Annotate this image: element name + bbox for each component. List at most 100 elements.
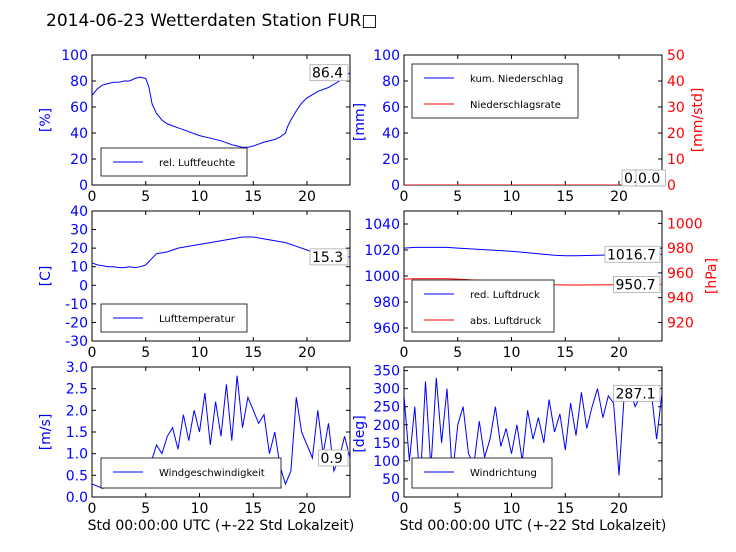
page-title: 2014-06-23 Wetterdaten Station FUR□ (46, 11, 377, 31)
y-tick-label-right: 10 (667, 152, 685, 168)
y-tick-label: 10 (70, 260, 88, 276)
panel-frame (403, 366, 663, 498)
series-line-wind_direction-0 (404, 377, 662, 487)
x-tick-label: 15 (556, 189, 574, 205)
x-tick-label: 5 (453, 189, 462, 205)
y-tick-label-right: 920 (667, 315, 694, 331)
legend-entry: kum. Niederschlag (470, 74, 563, 85)
x-tick-label: 20 (610, 345, 628, 361)
y-tick-label: 1.5 (66, 425, 88, 441)
x-tick-label: 5 (141, 501, 150, 517)
panel-frame (91, 210, 351, 342)
value-box (635, 169, 666, 187)
x-tick-label: 15 (244, 501, 262, 517)
y-tick-label: 60 (70, 100, 88, 116)
x-tick-label: 20 (298, 501, 316, 517)
y-tick-label: 40 (70, 126, 88, 142)
x-tick-label: 0 (400, 345, 409, 361)
value-box-text: 86.4 (312, 66, 343, 82)
y-tick-label: 1040 (364, 217, 400, 233)
x-tick-label: 20 (610, 501, 628, 517)
value-box-text: 0.0 (638, 171, 660, 187)
y-axis-label: [deg] (352, 415, 368, 452)
y-tick-label: 40 (382, 126, 400, 142)
x-tick-label: 20 (610, 189, 628, 205)
y-tick-label-right: 30 (667, 100, 685, 116)
y-tick-label-right: 940 (667, 291, 694, 307)
y-tick-label: 0 (391, 178, 400, 194)
x-tick-label: 15 (244, 345, 262, 361)
y-tick-label: 0.5 (66, 468, 88, 484)
x-tick-label: 0 (88, 345, 97, 361)
x-tick-label: 15 (244, 189, 262, 205)
y-tick-label: 0 (79, 178, 88, 194)
x-tick-label: 5 (453, 501, 462, 517)
y-tick-label: 20 (70, 152, 88, 168)
y-tick-label-right: 980 (667, 241, 694, 257)
y-tick-label: 250 (373, 400, 400, 416)
y-tick-label-right: 960 (667, 266, 694, 282)
panel-pressure: 0 5 10 15 20 960 980 1000 1020 1040 920 940 960 980 10… (364, 210, 720, 361)
x-tick-label: 5 (141, 345, 150, 361)
legend-entry: rel. Luftfeuchte (159, 158, 235, 169)
legend-box (100, 457, 282, 489)
y-tick-label: 80 (382, 74, 400, 90)
panel-precipitation: 0 5 10 15 20 0 20 40 60 80 100 0 10 20 30 40 50 [mm] [mm/s… (352, 48, 706, 205)
value-box-text: 15.3 (312, 250, 343, 266)
x-axis-label: Std 00:00:00 UTC (+-22 Std Lokalzeit) (400, 518, 667, 534)
y-tick-label: 40 (70, 204, 88, 220)
x-tick-label: 0 (400, 501, 409, 517)
y-tick-label: 20 (70, 241, 88, 257)
x-tick-label: 10 (191, 189, 209, 205)
legend-entry: Windrichtung (470, 468, 537, 479)
y-tick-label: 100 (373, 48, 400, 64)
y-tick-label: 20 (382, 152, 400, 168)
y-axis-label: [m/s] (38, 414, 54, 451)
panel-frame (91, 54, 351, 186)
value-box (613, 276, 661, 293)
y-tick-label: 0 (79, 278, 88, 294)
y-axis-label: [C] (38, 266, 54, 287)
y-tick-label-right: 40 (667, 74, 685, 90)
value-box (309, 64, 349, 82)
y-axis-label-right: [mm/std] (690, 88, 706, 153)
y-tick-label: 100 (61, 48, 88, 64)
x-tick-label: 10 (191, 501, 209, 517)
y-tick-label: 960 (373, 321, 400, 337)
x-tick-label: 15 (556, 345, 574, 361)
x-tick-label: 10 (503, 345, 521, 361)
y-tick-label: 60 (382, 100, 400, 116)
panel-temperature: 0 5 10 15 20 -30 -20 -10 0 10 20 30 40 [C] 15.3 Lufttem… (38, 204, 351, 361)
y-tick-label: 0.0 (66, 490, 88, 506)
x-tick-label: 10 (191, 345, 209, 361)
y-tick-label: 3.0 (66, 360, 88, 376)
y-tick-label: 80 (70, 74, 88, 90)
y-tick-label-right: 0 (667, 178, 676, 194)
y-tick-label: 100 (373, 454, 400, 470)
value-box-text: 0.9 (321, 451, 343, 467)
y-tick-label-right: 20 (667, 126, 685, 142)
legend-entry: abs. Luftdruck (470, 316, 541, 327)
y-tick-label: 200 (373, 418, 400, 434)
y-tick-label-right: 50 (667, 48, 685, 64)
x-tick-label: 0 (400, 189, 409, 205)
x-tick-label: 5 (453, 345, 462, 361)
x-tick-label: 10 (503, 501, 521, 517)
y-tick-label: 50 (382, 472, 400, 488)
value-box (318, 449, 349, 467)
value-box-text: 287.1 (616, 386, 656, 402)
series-line-wind_speed-0 (92, 375, 350, 489)
x-tick-label: 0 (88, 501, 97, 517)
legend-entry: Niederschlagsrate (470, 100, 561, 111)
y-tick-label: 1020 (364, 243, 400, 259)
y-tick-label: 2.5 (66, 382, 88, 398)
x-tick-label: 15 (556, 501, 574, 517)
x-tick-label: 20 (298, 189, 316, 205)
y-tick-label: 980 (373, 295, 400, 311)
y-tick-label: 1.0 (66, 447, 88, 463)
y-tick-label: 300 (373, 382, 400, 398)
panel-humidity: 0 5 10 15 20 0 20 40 60 80 100 [%] 86.4 rel. Luftfeuc… (38, 48, 351, 205)
value-box (309, 248, 349, 266)
